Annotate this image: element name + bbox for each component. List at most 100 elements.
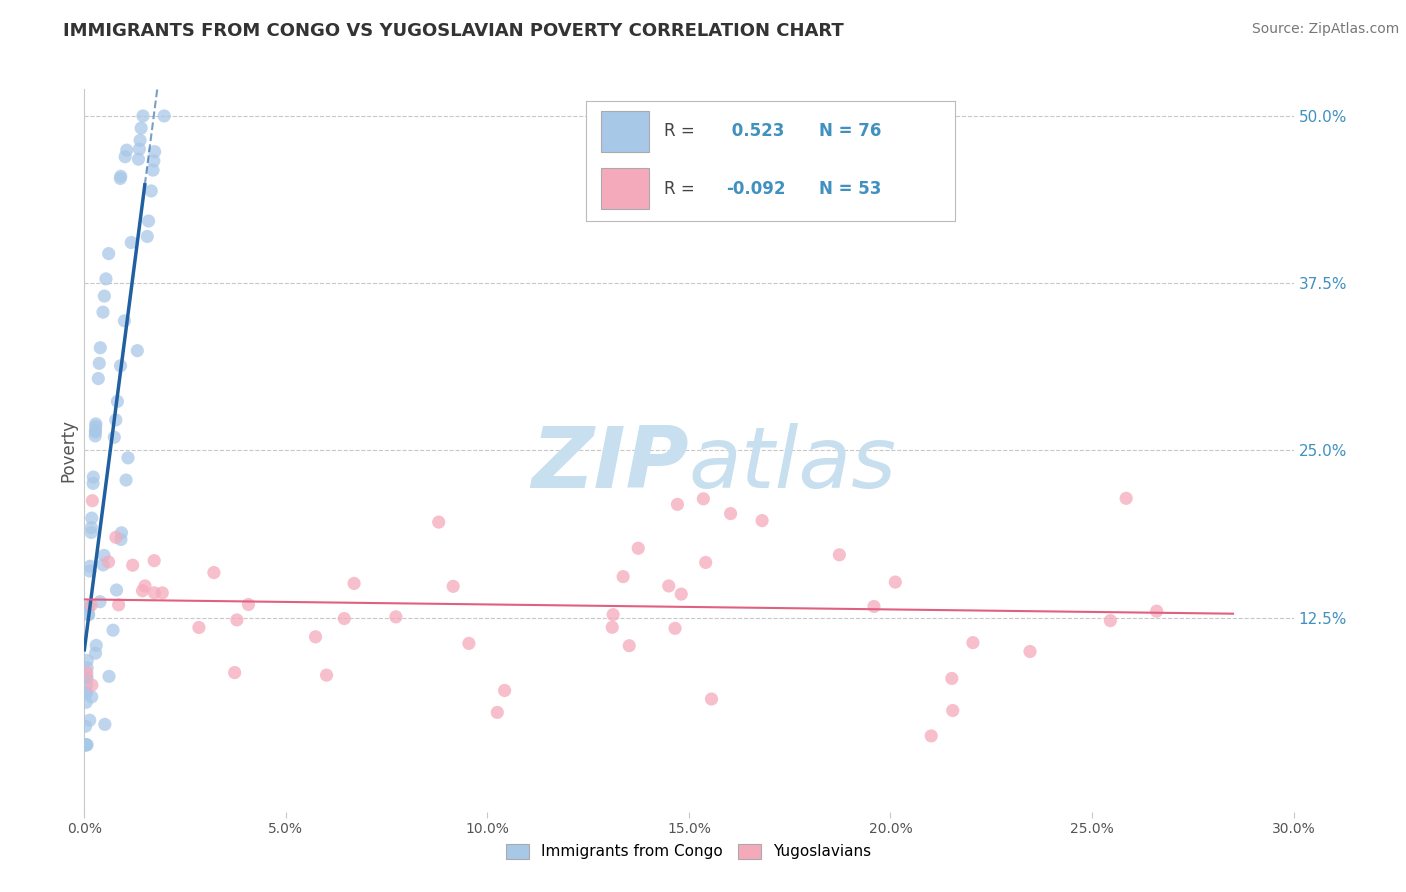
- Point: [115, 143, 138, 157]
- Text: atlas: atlas: [689, 424, 897, 507]
- Point: [143, 554, 166, 568]
- Point: [84, 646, 107, 660]
- Point: [385, 610, 408, 624]
- Point: [75, 719, 97, 733]
- Point: [828, 548, 851, 562]
- Point: [600, 620, 623, 634]
- Text: ZIP: ZIP: [531, 424, 689, 507]
- Point: [120, 235, 142, 250]
- Point: [304, 630, 326, 644]
- Point: [619, 639, 641, 653]
- Point: [79, 713, 101, 727]
- Point: [80, 525, 103, 540]
- Point: [101, 624, 124, 638]
- Point: [202, 566, 225, 580]
- Point: [75, 738, 97, 752]
- Point: [94, 717, 117, 731]
- Point: [457, 636, 479, 650]
- Point: [136, 229, 159, 244]
- Point: [224, 665, 246, 680]
- Point: [75, 738, 97, 752]
- Point: [75, 738, 97, 752]
- Point: [941, 672, 963, 686]
- Point: [134, 579, 156, 593]
- Point: [441, 579, 464, 593]
- Point: [75, 738, 97, 752]
- Point: [692, 491, 714, 506]
- Point: [79, 564, 101, 578]
- Point: [141, 184, 163, 198]
- Point: [658, 579, 681, 593]
- Point: [700, 692, 723, 706]
- Point: [238, 598, 260, 612]
- Point: [93, 549, 115, 563]
- Point: [89, 595, 111, 609]
- Point: [128, 142, 150, 156]
- Point: [666, 497, 689, 511]
- Point: [76, 671, 98, 685]
- Text: IMMIGRANTS FROM CONGO VS YUGOSLAVIAN POVERTY CORRELATION CHART: IMMIGRANTS FROM CONGO VS YUGOSLAVIAN POV…: [63, 22, 844, 40]
- Point: [87, 371, 110, 385]
- Point: [84, 429, 107, 443]
- Point: [112, 314, 135, 328]
- Point: [863, 599, 886, 614]
- Point: [84, 639, 107, 653]
- Point: [75, 738, 97, 752]
- Point: [97, 555, 120, 569]
- Point: [105, 582, 128, 597]
- Point: [115, 473, 138, 487]
- Point: [127, 152, 149, 166]
- Point: [82, 493, 104, 508]
- Point: [110, 359, 132, 373]
- Point: [80, 598, 103, 612]
- Point: [80, 678, 103, 692]
- Point: [343, 576, 366, 591]
- Point: [104, 530, 127, 544]
- Point: [720, 507, 742, 521]
- Point: [1019, 644, 1042, 658]
- Point: [89, 341, 111, 355]
- Point: [84, 424, 107, 438]
- Point: [486, 706, 509, 720]
- Point: [110, 533, 132, 547]
- Point: [110, 171, 132, 186]
- Point: [884, 575, 907, 590]
- Point: [153, 109, 176, 123]
- Point: [1146, 604, 1168, 618]
- Point: [612, 569, 634, 583]
- Point: [138, 214, 160, 228]
- Point: [82, 470, 104, 484]
- Text: Source: ZipAtlas.com: Source: ZipAtlas.com: [1251, 22, 1399, 37]
- Point: [671, 587, 693, 601]
- Point: [110, 525, 132, 540]
- Point: [142, 153, 165, 168]
- Point: [942, 704, 965, 718]
- Point: [627, 541, 650, 556]
- Point: [127, 343, 149, 358]
- Point: [84, 425, 107, 439]
- Point: [920, 729, 942, 743]
- Point: [129, 121, 152, 136]
- Point: [82, 476, 104, 491]
- Point: [143, 586, 166, 600]
- Point: [110, 169, 132, 184]
- Point: [104, 413, 127, 427]
- Point: [94, 272, 117, 286]
- Y-axis label: Poverty: Poverty: [59, 419, 77, 482]
- Point: [76, 677, 98, 691]
- Point: [131, 583, 153, 598]
- Point: [315, 668, 337, 682]
- Point: [80, 520, 103, 534]
- Point: [75, 686, 97, 700]
- Point: [427, 515, 450, 529]
- Point: [1099, 614, 1122, 628]
- Point: [77, 607, 100, 622]
- Point: [117, 450, 139, 465]
- Point: [1115, 491, 1137, 506]
- Point: [142, 163, 165, 178]
- Point: [77, 600, 100, 615]
- Point: [76, 738, 98, 752]
- Point: [143, 145, 166, 159]
- Point: [76, 661, 98, 675]
- Point: [98, 669, 121, 683]
